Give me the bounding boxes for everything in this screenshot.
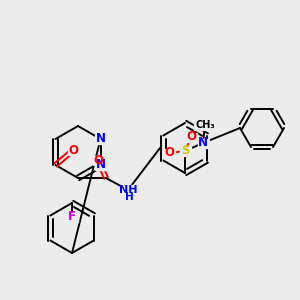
Bar [194, 121, 216, 130]
Bar [185, 133, 197, 142]
Text: S: S [181, 145, 189, 158]
Text: N: N [95, 133, 106, 146]
Bar [92, 155, 104, 164]
Text: F: F [68, 211, 76, 224]
Bar [67, 212, 77, 221]
Bar [179, 146, 191, 155]
Text: N: N [95, 158, 106, 172]
Text: NH: NH [119, 185, 137, 195]
Text: CH₃: CH₃ [195, 120, 215, 130]
Bar [68, 146, 79, 154]
Bar [124, 193, 134, 201]
Text: O: O [93, 154, 103, 166]
Bar [120, 185, 136, 195]
Text: O: O [186, 130, 196, 143]
Text: H: H [124, 192, 134, 202]
Bar [164, 148, 175, 158]
Bar [197, 139, 208, 148]
Bar [95, 134, 106, 143]
Bar [95, 160, 106, 169]
Text: O: O [164, 146, 174, 160]
Text: N: N [198, 136, 208, 149]
Text: O: O [68, 143, 79, 157]
